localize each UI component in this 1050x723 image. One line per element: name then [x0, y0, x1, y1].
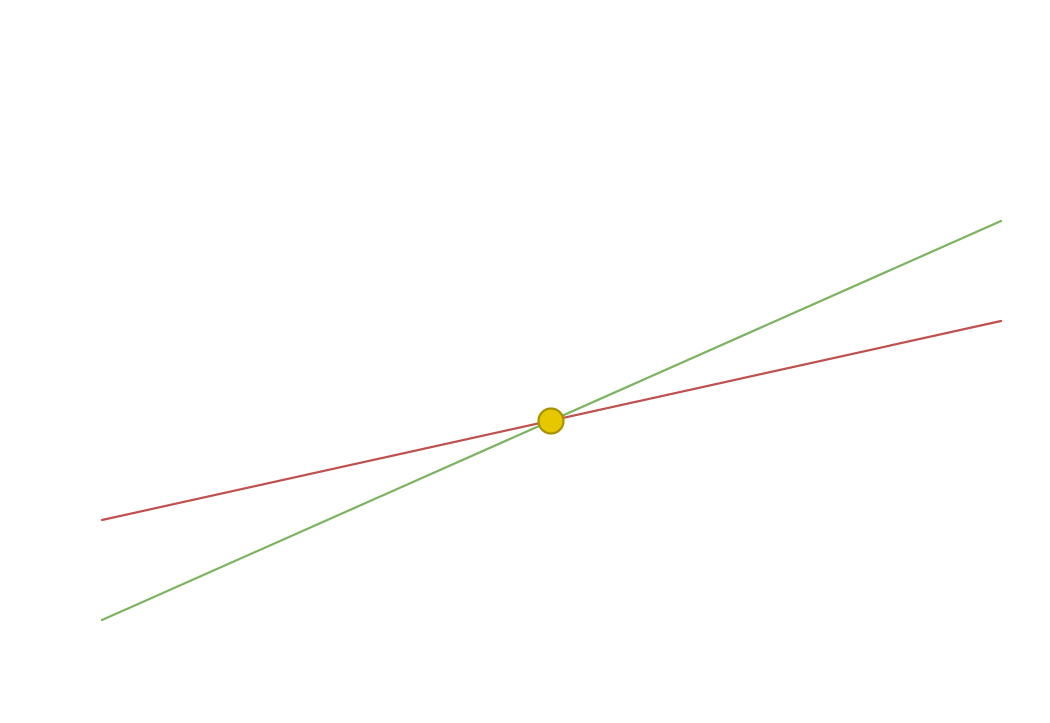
intersection-point[interactable] [537, 407, 565, 435]
